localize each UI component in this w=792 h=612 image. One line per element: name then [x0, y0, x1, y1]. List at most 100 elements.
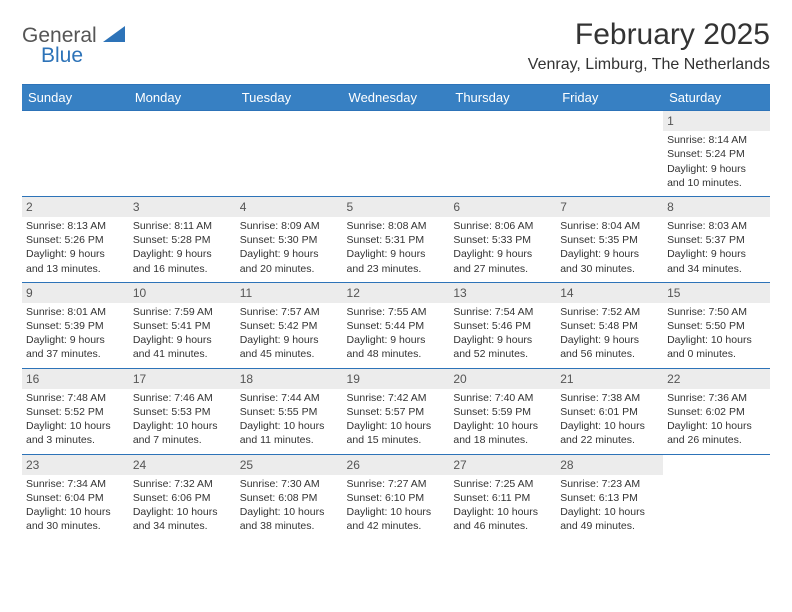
- sunrise-line: Sunrise: 7:27 AM: [347, 477, 446, 491]
- sunrise-line: Sunrise: 7:54 AM: [453, 305, 552, 319]
- sunrise-line: Sunrise: 8:11 AM: [133, 219, 232, 233]
- day-header: Wednesday: [343, 85, 450, 111]
- sunrise-line: Sunrise: 8:14 AM: [667, 133, 766, 147]
- sunset-line: Sunset: 5:24 PM: [667, 147, 766, 161]
- daylight-line: Daylight: 9 hours and 41 minutes.: [133, 333, 232, 361]
- header: General Blue February 2025 Venray, Limbu…: [22, 18, 770, 74]
- daylight-line: Daylight: 10 hours and 46 minutes.: [453, 505, 552, 533]
- sunset-line: Sunset: 5:55 PM: [240, 405, 339, 419]
- day-number: 18: [236, 369, 343, 389]
- day-cell: 3Sunrise: 8:11 AMSunset: 5:28 PMDaylight…: [129, 196, 236, 282]
- logo-text-blue: Blue: [41, 44, 125, 68]
- sunrise-line: Sunrise: 8:09 AM: [240, 219, 339, 233]
- sunset-line: Sunset: 5:52 PM: [26, 405, 125, 419]
- sunrise-line: Sunrise: 8:08 AM: [347, 219, 446, 233]
- sunset-line: Sunset: 6:01 PM: [560, 405, 659, 419]
- day-header: Sunday: [22, 85, 129, 111]
- day-cell: 16 Sunrise: 7:48 AMSunset: 5:52 PMDayligh…: [22, 368, 129, 454]
- day-number: 21: [556, 369, 663, 389]
- day-number: 9: [22, 283, 129, 303]
- day-header: Thursday: [449, 85, 556, 111]
- daylight-line: Daylight: 9 hours and 34 minutes.: [667, 247, 766, 275]
- day-number: 16: [22, 369, 129, 389]
- sunset-line: Sunset: 6:04 PM: [26, 491, 125, 505]
- sunrise-line: Sunrise: 7:50 AM: [667, 305, 766, 319]
- day-cell: 23Sunrise: 7:34 AMSunset: 6:04 PMDayligh…: [22, 454, 129, 539]
- daylight-line: Daylight: 10 hours and 11 minutes.: [240, 419, 339, 447]
- day-cell: [663, 454, 770, 539]
- sunrise-line: Sunrise: 7:30 AM: [240, 477, 339, 491]
- daylight-line: Daylight: 10 hours and 15 minutes.: [347, 419, 446, 447]
- sunrise-line: Sunrise: 7:40 AM: [453, 391, 552, 405]
- day-header: Monday: [129, 85, 236, 111]
- sunrise-line: Sunrise: 7:42 AM: [347, 391, 446, 405]
- daylight-line: Daylight: 9 hours and 45 minutes.: [240, 333, 339, 361]
- day-number: 5: [343, 197, 450, 217]
- sunrise-line: Sunrise: 7:44 AM: [240, 391, 339, 405]
- calendar-table: SundayMondayTuesdayWednesdayThursdayFrid…: [22, 85, 770, 539]
- daylight-line: Daylight: 10 hours and 7 minutes.: [133, 419, 232, 447]
- location: Venray, Limburg, The Netherlands: [528, 56, 770, 74]
- day-number: 13: [449, 283, 556, 303]
- day-cell: 12Sunrise: 7:55 AMSunset: 5:44 PMDayligh…: [343, 282, 450, 368]
- sunrise-line: Sunrise: 8:06 AM: [453, 219, 552, 233]
- day-cell: 17Sunrise: 7:46 AMSunset: 5:53 PMDayligh…: [129, 368, 236, 454]
- daylight-line: Daylight: 9 hours and 48 minutes.: [347, 333, 446, 361]
- day-cell: 7Sunrise: 8:04 AMSunset: 5:35 PMDaylight…: [556, 196, 663, 282]
- day-cell: [22, 111, 129, 197]
- week-row: 23Sunrise: 7:34 AMSunset: 6:04 PMDayligh…: [22, 454, 770, 539]
- daylight-line: Daylight: 9 hours and 37 minutes.: [26, 333, 125, 361]
- day-cell: 26Sunrise: 7:27 AMSunset: 6:10 PMDayligh…: [343, 454, 450, 539]
- logo-text-block: General Blue: [22, 24, 125, 68]
- day-number: 24: [129, 455, 236, 475]
- day-number: 20: [449, 369, 556, 389]
- day-number: 25: [236, 455, 343, 475]
- sunrise-line: Sunrise: 7:32 AM: [133, 477, 232, 491]
- day-number: 22: [663, 369, 770, 389]
- day-cell: 10Sunrise: 7:59 AMSunset: 5:41 PMDayligh…: [129, 282, 236, 368]
- sunrise-line: Sunrise: 8:13 AM: [26, 219, 125, 233]
- daylight-line: Daylight: 10 hours and 22 minutes.: [560, 419, 659, 447]
- day-cell: 27Sunrise: 7:25 AMSunset: 6:11 PMDayligh…: [449, 454, 556, 539]
- sunset-line: Sunset: 6:11 PM: [453, 491, 552, 505]
- daylight-line: Daylight: 9 hours and 13 minutes.: [26, 247, 125, 275]
- day-number: 10: [129, 283, 236, 303]
- daylight-line: Daylight: 10 hours and 38 minutes.: [240, 505, 339, 533]
- sunrise-line: Sunrise: 7:48 AM: [26, 391, 125, 405]
- day-cell: 2Sunrise: 8:13 AMSunset: 5:26 PMDaylight…: [22, 196, 129, 282]
- sunset-line: Sunset: 6:13 PM: [560, 491, 659, 505]
- sunrise-line: Sunrise: 8:04 AM: [560, 219, 659, 233]
- day-cell: 5Sunrise: 8:08 AMSunset: 5:31 PMDaylight…: [343, 196, 450, 282]
- sunrise-line: Sunrise: 8:01 AM: [26, 305, 125, 319]
- day-cell: 4Sunrise: 8:09 AMSunset: 5:30 PMDaylight…: [236, 196, 343, 282]
- day-number: 27: [449, 455, 556, 475]
- daylight-line: Daylight: 10 hours and 42 minutes.: [347, 505, 446, 533]
- daylight-line: Daylight: 10 hours and 0 minutes.: [667, 333, 766, 361]
- day-cell: [236, 111, 343, 197]
- sunrise-line: Sunrise: 7:23 AM: [560, 477, 659, 491]
- day-cell: 9 Sunrise: 8:01 AMSunset: 5:39 PMDaylight…: [22, 282, 129, 368]
- sunset-line: Sunset: 5:39 PM: [26, 319, 125, 333]
- sunset-line: Sunset: 6:02 PM: [667, 405, 766, 419]
- day-cell: [556, 111, 663, 197]
- day-number: 4: [236, 197, 343, 217]
- sunrise-line: Sunrise: 7:55 AM: [347, 305, 446, 319]
- day-header-row: SundayMondayTuesdayWednesdayThursdayFrid…: [22, 85, 770, 111]
- day-number: 15: [663, 283, 770, 303]
- day-number: 7: [556, 197, 663, 217]
- week-row: 9Sunrise: 8:01 AMSunset: 5:39 PMDaylight…: [22, 282, 770, 368]
- daylight-line: Daylight: 10 hours and 3 minutes.: [26, 419, 125, 447]
- daylight-line: Daylight: 9 hours and 27 minutes.: [453, 247, 552, 275]
- sunrise-line: Sunrise: 7:38 AM: [560, 391, 659, 405]
- day-number: 19: [343, 369, 450, 389]
- sunset-line: Sunset: 5:50 PM: [667, 319, 766, 333]
- week-row: 2Sunrise: 8:13 AMSunset: 5:26 PMDaylight…: [22, 196, 770, 282]
- daylight-line: Daylight: 10 hours and 34 minutes.: [133, 505, 232, 533]
- calendar-body: 1 Sunrise: 8:14 AMSunset: 5:24 PM Daylight…: [22, 111, 770, 540]
- day-number: 1: [663, 111, 770, 131]
- sunset-line: Sunset: 5:41 PM: [133, 319, 232, 333]
- day-number: 12: [343, 283, 450, 303]
- sunset-line: Sunset: 5:57 PM: [347, 405, 446, 419]
- sunset-line: Sunset: 5:30 PM: [240, 233, 339, 247]
- day-cell: 11Sunrise: 7:57 AMSunset: 5:42 PMDayligh…: [236, 282, 343, 368]
